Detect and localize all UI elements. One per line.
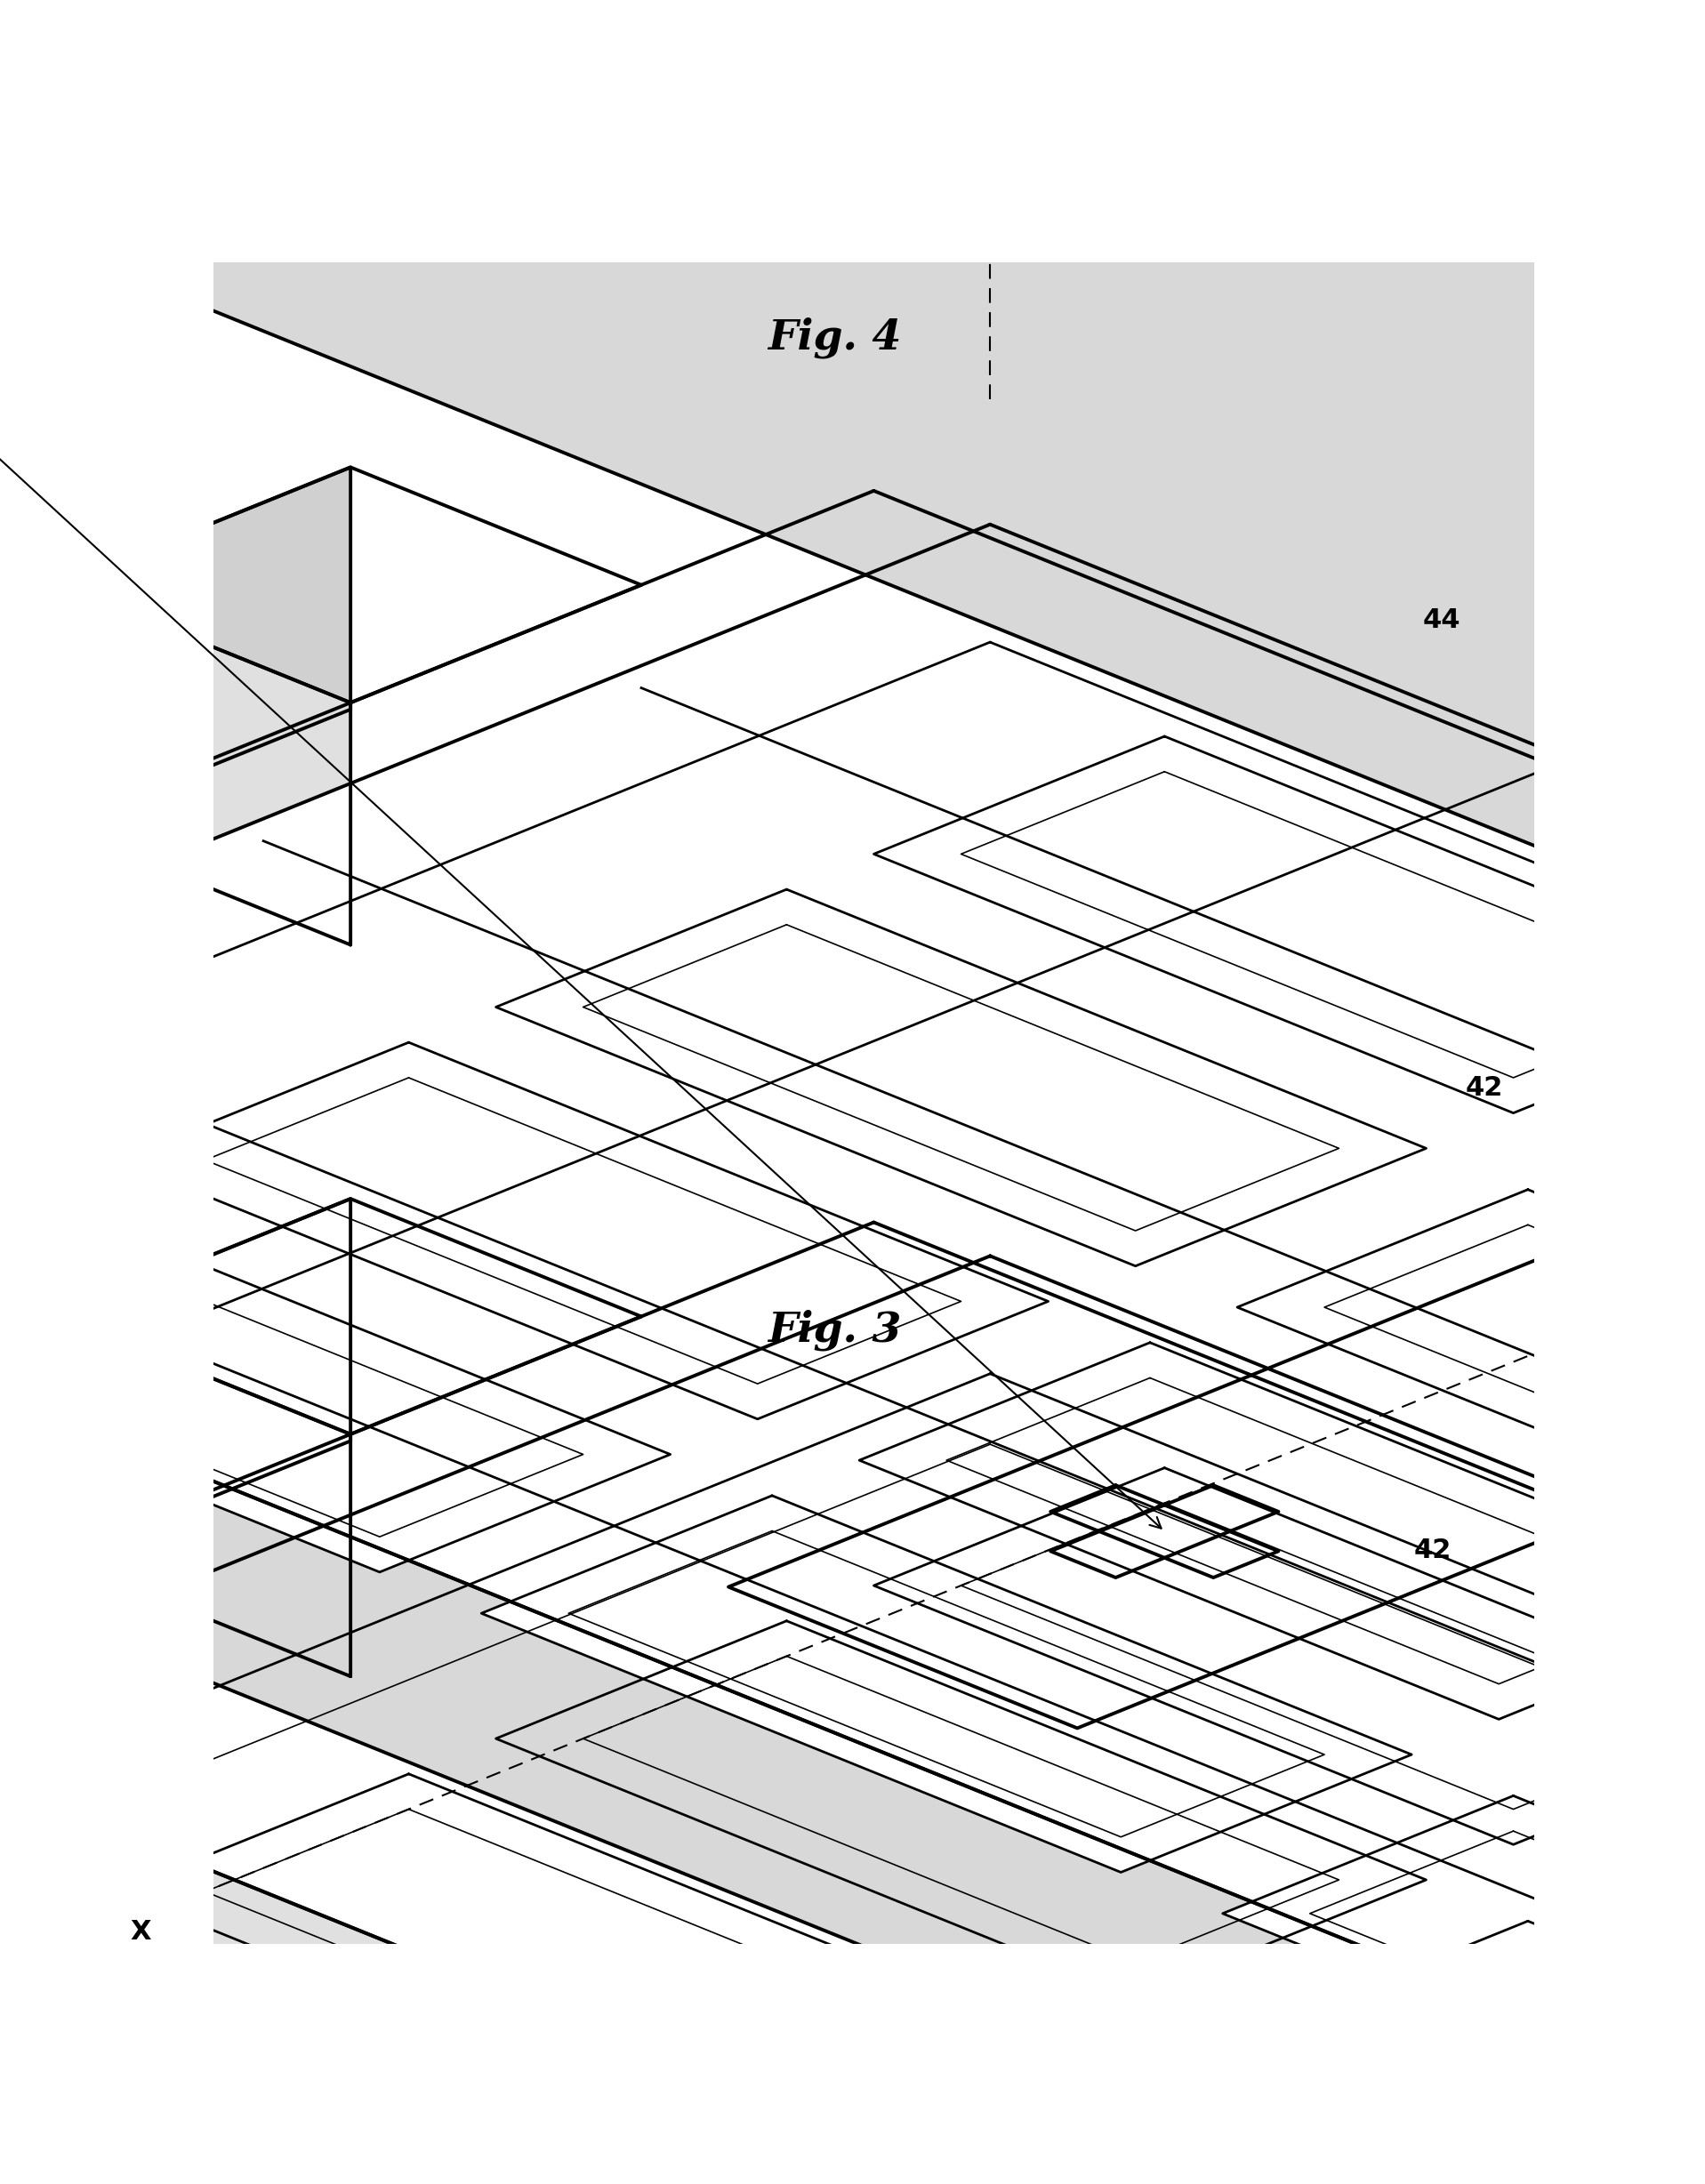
Polygon shape <box>859 1343 1705 1719</box>
Text: 42: 42 <box>1465 1075 1504 1101</box>
Polygon shape <box>118 1042 1049 1420</box>
Polygon shape <box>481 1496 1412 1872</box>
Polygon shape <box>118 1773 1049 2151</box>
Polygon shape <box>0 1160 1705 2184</box>
Polygon shape <box>0 1195 670 1572</box>
Polygon shape <box>859 2075 1705 2184</box>
Polygon shape <box>0 0 1705 515</box>
Polygon shape <box>0 1891 1705 2184</box>
Polygon shape <box>60 467 641 703</box>
Polygon shape <box>0 668 147 961</box>
Text: 16: 16 <box>0 308 1161 1529</box>
Polygon shape <box>1238 1190 1705 1566</box>
Polygon shape <box>60 467 351 828</box>
Polygon shape <box>60 1199 351 1559</box>
Polygon shape <box>0 1400 147 1693</box>
Polygon shape <box>0 524 1705 2184</box>
Polygon shape <box>0 1926 670 2184</box>
Polygon shape <box>1222 1795 1705 2173</box>
Polygon shape <box>875 1468 1705 1845</box>
Text: 44: 44 <box>1424 607 1461 633</box>
Polygon shape <box>1615 1037 1705 1413</box>
Polygon shape <box>728 0 1705 197</box>
Polygon shape <box>0 0 1705 1120</box>
Polygon shape <box>60 1199 641 1435</box>
Polygon shape <box>1615 1769 1705 2145</box>
Text: X: X <box>130 1920 152 1946</box>
Polygon shape <box>0 2046 1705 2184</box>
Polygon shape <box>0 491 1705 2184</box>
Polygon shape <box>60 1317 351 1677</box>
Polygon shape <box>60 585 351 946</box>
Text: Fig. 4: Fig. 4 <box>767 317 900 358</box>
Polygon shape <box>496 1621 1425 1998</box>
Polygon shape <box>0 1315 1705 2184</box>
Polygon shape <box>1601 1642 1705 2020</box>
Text: Fig. 3: Fig. 3 <box>767 1308 900 1350</box>
Text: 42: 42 <box>1413 1538 1451 1564</box>
Polygon shape <box>0 1223 1705 2184</box>
Polygon shape <box>0 1256 1705 2184</box>
Polygon shape <box>1238 1922 1705 2184</box>
Polygon shape <box>875 736 1705 1114</box>
Polygon shape <box>496 889 1425 1267</box>
